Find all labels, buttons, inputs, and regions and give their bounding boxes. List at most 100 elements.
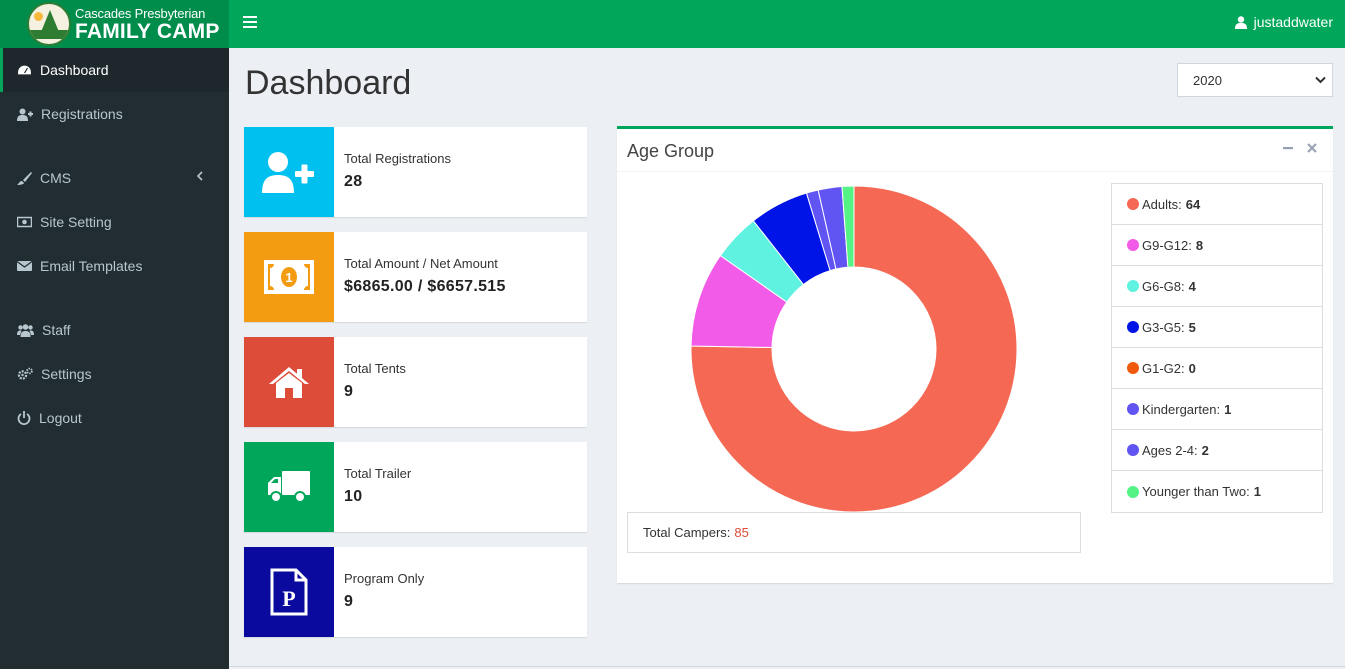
donut-slice-adults[interactable] xyxy=(690,185,1018,513)
sidebar-item-email-templates[interactable]: Email Templates xyxy=(0,244,229,288)
stat-label: Total Amount / Net Amount xyxy=(344,256,498,271)
legend-value: 4 xyxy=(1188,278,1196,294)
legend-label: G9-G12: xyxy=(1142,237,1192,253)
legend-value: 8 xyxy=(1195,237,1204,253)
stat-value: 10 xyxy=(344,488,363,505)
total-campers-label: Total Campers: xyxy=(643,525,731,540)
user-icon xyxy=(1234,15,1247,29)
money-icon xyxy=(17,216,32,228)
legend-item: G3-G5: 5 xyxy=(1112,307,1322,348)
username: justaddwater xyxy=(1253,14,1333,30)
legend-dot-icon xyxy=(1127,362,1139,374)
parking-file-icon: P xyxy=(270,568,308,616)
legend-value: 1 xyxy=(1253,484,1261,499)
truck-icon xyxy=(268,471,310,503)
stat-value: $6865.00 / $6657.515 xyxy=(344,278,506,295)
year-select-value: 2020 xyxy=(1193,72,1222,88)
age-group-box: Age Group Total Campers: 85 Adults: 64 G9-… xyxy=(617,126,1333,583)
stat-program-only: P Program Only 9 xyxy=(244,547,587,637)
logo-line1: Cascades Presbyterian xyxy=(75,5,206,21)
legend-value: 64 xyxy=(1185,196,1201,212)
total-campers-value: 85 xyxy=(734,525,749,540)
stat-value: 9 xyxy=(344,383,354,400)
stat-total-registrations: Total Registrations 28 xyxy=(244,127,587,217)
donut-slice-younger-than-two[interactable] xyxy=(841,185,855,268)
sidebar-item-staff[interactable]: Staff xyxy=(0,308,229,352)
home-icon xyxy=(269,367,309,398)
stat-total-tents: Total Tents 9 xyxy=(244,337,587,427)
sidebar-item-label: Email Templates xyxy=(40,258,143,274)
users-icon xyxy=(17,323,34,337)
legend-label: Adults: xyxy=(1142,196,1182,212)
year-select[interactable]: 2020 xyxy=(1177,63,1333,97)
legend-label: G6-G8: xyxy=(1142,278,1185,294)
stat-icon-box xyxy=(244,127,334,217)
legend-item: Younger than Two: 1 xyxy=(1112,471,1322,512)
legend-dot-icon xyxy=(1127,485,1139,498)
legend-dot-icon xyxy=(1127,280,1139,292)
sidebar-item-label: Staff xyxy=(42,322,71,338)
stat-total-amount: 1 Total Amount / Net Amount $6865.00 / $… xyxy=(244,232,587,322)
stat-icon-box: 1 xyxy=(244,232,334,322)
legend-label: G3-G5: xyxy=(1142,319,1185,335)
user-menu[interactable]: justaddwater xyxy=(1234,14,1333,30)
power-off-icon xyxy=(17,411,31,425)
stat-icon-box: P xyxy=(244,547,334,637)
total-campers: Total Campers: 85 xyxy=(627,512,1081,553)
legend-label: G1-G2: xyxy=(1142,360,1185,376)
legend-item: Kindergarten: 1 xyxy=(1112,389,1322,430)
age-group-donut-chart xyxy=(690,185,1018,513)
sidebar-item-label: Registrations xyxy=(41,106,123,122)
legend-item: G9-G12: 8 xyxy=(1112,225,1322,266)
legend-dot-icon xyxy=(1127,444,1139,456)
legend-item: Ages 2-4: 2 xyxy=(1112,430,1322,471)
user-plus-icon xyxy=(262,152,314,193)
sidebar-item-registrations[interactable]: Registrations xyxy=(0,92,229,136)
sidebar-item-cms[interactable]: CMS xyxy=(0,156,229,200)
stat-label: Total Registrations xyxy=(344,151,451,166)
paint-brush-icon xyxy=(17,171,32,185)
stat-value: 9 xyxy=(344,593,354,610)
user-plus-icon xyxy=(17,108,33,121)
page-title: Dashboard xyxy=(245,64,412,102)
sidebar-item-logout[interactable]: Logout xyxy=(0,396,229,440)
sidebar-item-dashboard[interactable]: Dashboard xyxy=(0,48,229,92)
legend-item: G1-G2: 0 xyxy=(1112,348,1322,389)
stat-icon-box xyxy=(244,337,334,427)
chevron-down-icon xyxy=(1315,76,1326,84)
stat-icon-box xyxy=(244,442,334,532)
sidebar-item-site-setting[interactable]: Site Setting xyxy=(0,200,229,244)
dashboard-icon xyxy=(17,63,32,76)
cogs-icon xyxy=(17,367,33,380)
stat-label: Total Tents xyxy=(344,361,406,376)
logo[interactable]: Cascades Presbyterian FAMILY CAMP xyxy=(0,0,229,48)
sidebar-item-label: Site Setting xyxy=(40,214,112,230)
sidebar: Dashboard Registrations CMS Site Setting… xyxy=(0,48,229,669)
sidebar-toggle-icon[interactable] xyxy=(243,16,257,30)
stat-label: Program Only xyxy=(344,571,425,586)
close-icon[interactable] xyxy=(1307,140,1317,156)
logo-line2: FAMILY CAMP xyxy=(75,19,220,43)
legend-value: 0 xyxy=(1188,360,1196,376)
sidebar-item-settings[interactable]: Settings xyxy=(0,352,229,396)
box-title: Age Group xyxy=(627,141,715,161)
camp-logo-badge xyxy=(27,2,71,46)
money-icon: 1 xyxy=(264,260,314,294)
legend-value: 1 xyxy=(1224,401,1232,417)
legend-value: 5 xyxy=(1188,319,1196,335)
collapse-icon[interactable] xyxy=(1283,140,1293,156)
legend-dot-icon xyxy=(1127,403,1139,415)
sidebar-item-label: Settings xyxy=(41,366,92,382)
top-navbar: Cascades Presbyterian FAMILY CAMP justad… xyxy=(0,0,1345,48)
chevron-left-icon xyxy=(196,171,203,181)
svg-text:1: 1 xyxy=(285,270,292,285)
box-header: Age Group xyxy=(617,129,1333,172)
stat-value: 28 xyxy=(344,173,363,190)
envelope-icon xyxy=(17,260,32,271)
legend-label: Ages 2-4: xyxy=(1142,442,1198,458)
sidebar-item-label: Dashboard xyxy=(40,62,109,78)
legend-label: Younger than Two: xyxy=(1142,484,1250,499)
legend-dot-icon xyxy=(1127,239,1139,251)
sidebar-item-label: CMS xyxy=(40,170,72,186)
legend-label: Kindergarten: xyxy=(1142,401,1221,417)
